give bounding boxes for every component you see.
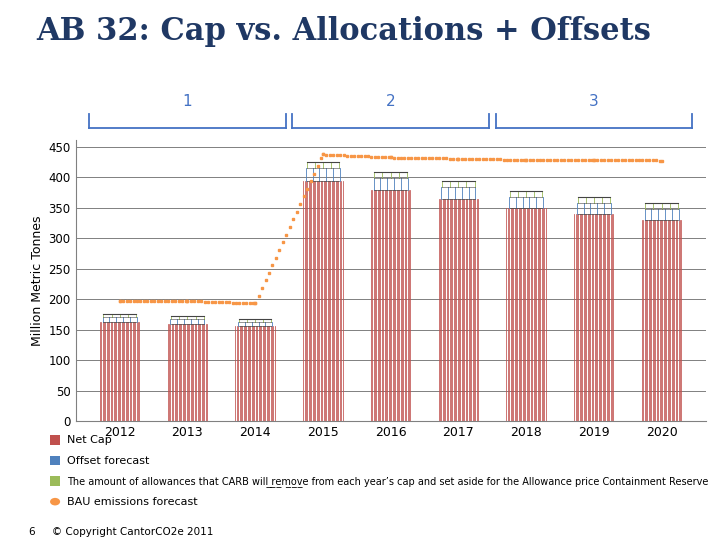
Text: The amount of allowances that CARB will ̲r̲e̲m̲o̲v̲e from each year’s cap and se: The amount of allowances that CARB will …	[67, 476, 708, 487]
Text: Offset forecast: Offset forecast	[67, 456, 149, 465]
Text: AB 32: Cap vs. Allocations + Offsets: AB 32: Cap vs. Allocations + Offsets	[36, 16, 651, 47]
Text: 2: 2	[386, 94, 395, 109]
Text: 6     © Copyright CantorCO2e 2011: 6 © Copyright CantorCO2e 2011	[29, 527, 213, 537]
Text: BAU emissions forecast: BAU emissions forecast	[67, 497, 197, 507]
Text: Net Cap: Net Cap	[67, 435, 112, 445]
Text: 3: 3	[589, 94, 599, 109]
Y-axis label: Million Metric Tonnes: Million Metric Tonnes	[32, 215, 45, 346]
Text: 1: 1	[183, 94, 192, 109]
